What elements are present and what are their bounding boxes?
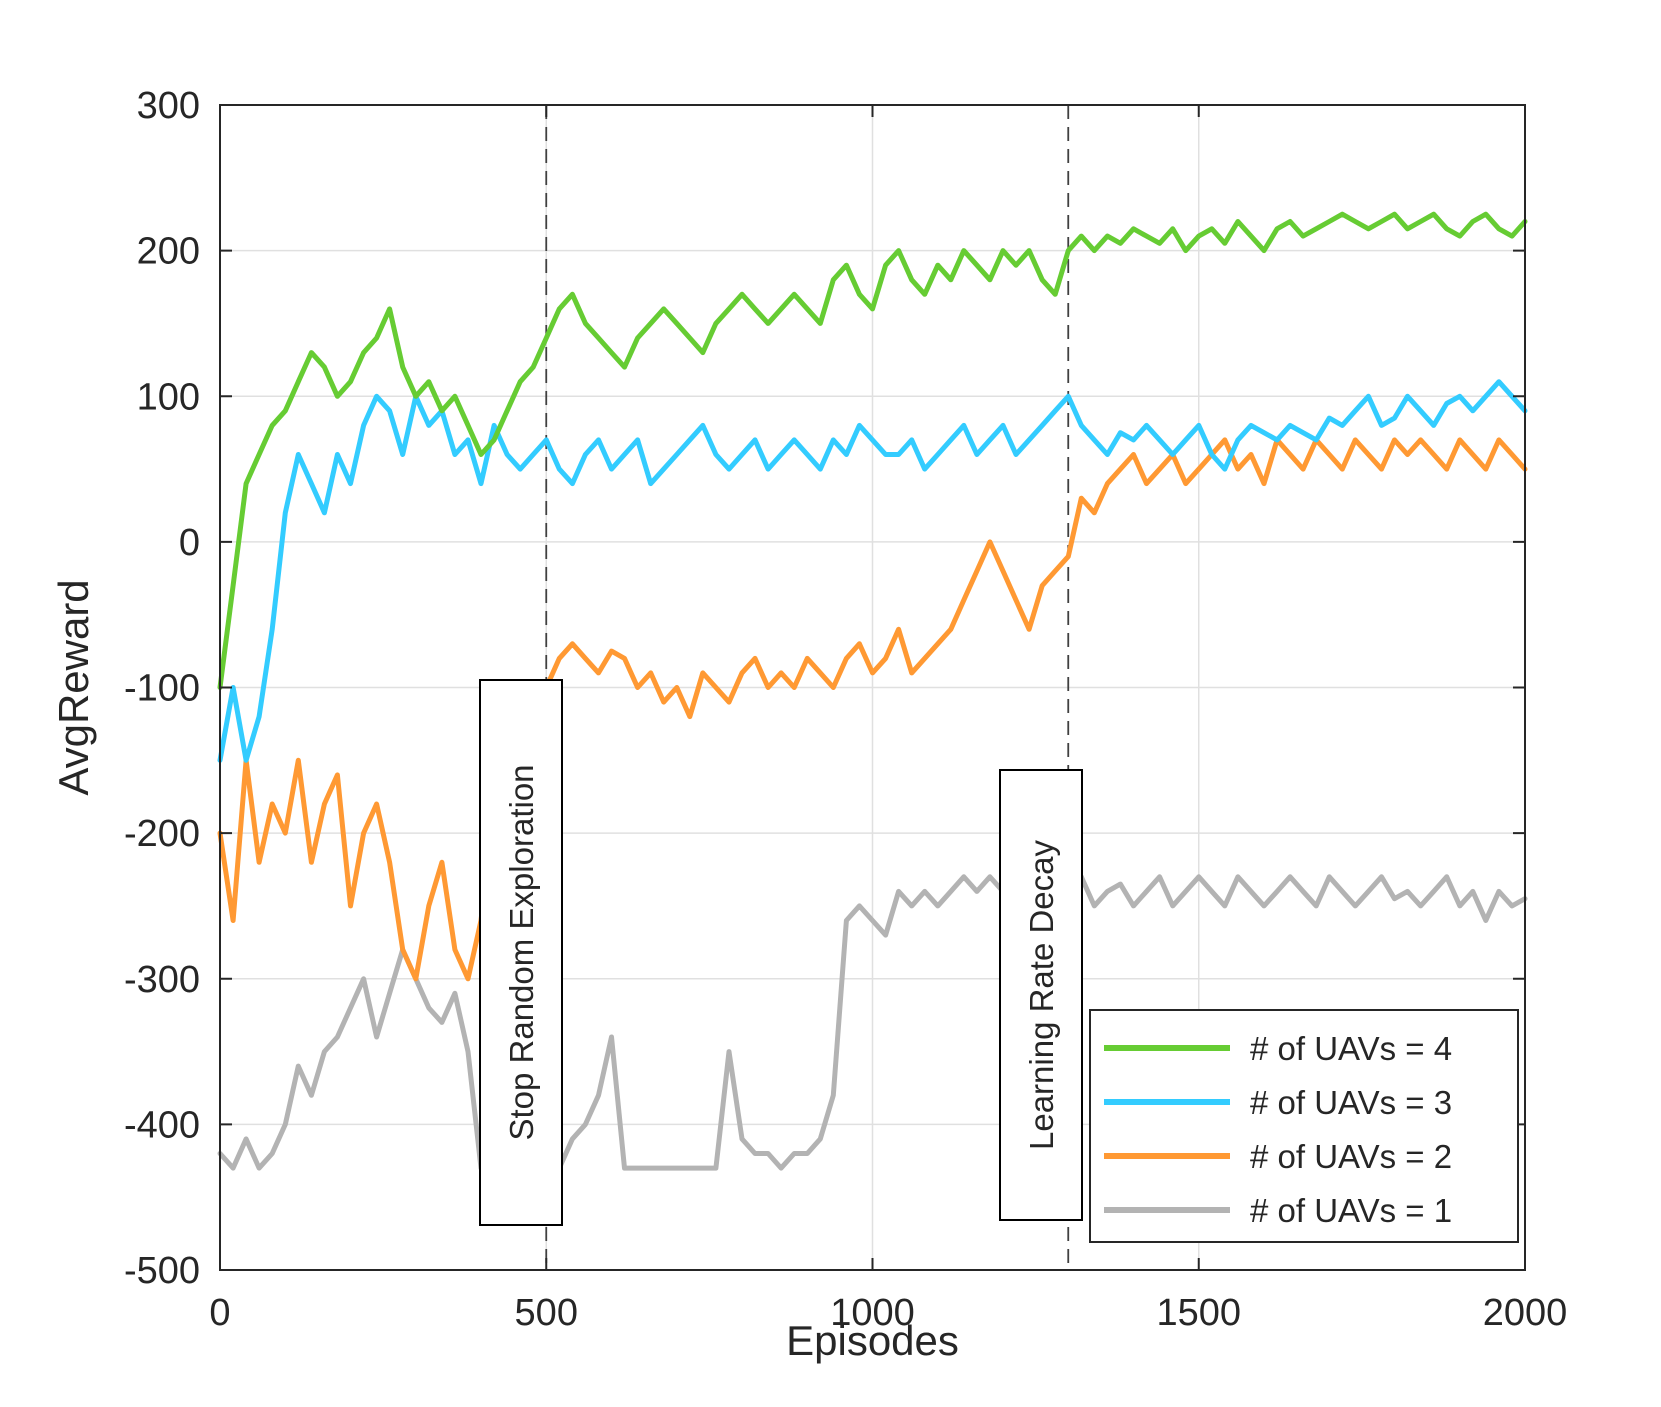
y-tick-label: 0 bbox=[179, 522, 200, 564]
x-axis-title: Episodes bbox=[786, 1317, 959, 1364]
annotation-boxes: Stop Random Exploration Learning Rate Dec… bbox=[479, 679, 1083, 1226]
series-line-2 bbox=[217, 379, 1528, 763]
legend-label: # of UAVs = 3 bbox=[1250, 1084, 1452, 1121]
axis-ticks: 0 500 1000 1500 2000 -500 -400 -300 -200 -100 0 100… bbox=[124, 85, 1567, 1334]
annotation-label: Stop Random Exploration bbox=[503, 764, 540, 1140]
annotation-box bbox=[479, 679, 563, 1226]
legend-label: # of UAVs = 2 bbox=[1250, 1138, 1452, 1175]
x-tick-label: 1000 bbox=[830, 1292, 915, 1334]
y-tick-label: -300 bbox=[124, 959, 200, 1001]
annotation-box bbox=[999, 769, 1083, 1221]
y-tick-label: 100 bbox=[137, 376, 200, 418]
y-tick-label: 300 bbox=[137, 85, 200, 127]
annotation-label: Learning Rate Decay bbox=[1023, 839, 1060, 1150]
legend: # of UAVs = 4 # of UAVs = 3 # of UAVs = 2 #… bbox=[1089, 1009, 1519, 1243]
series-lines bbox=[217, 211, 1528, 1171]
series-line-3 bbox=[217, 437, 1528, 982]
y-tick-label: -500 bbox=[124, 1250, 200, 1292]
x-tick-label: 0 bbox=[209, 1292, 230, 1334]
x-tick-label: 500 bbox=[515, 1292, 578, 1334]
y-tick-label: -400 bbox=[124, 1104, 200, 1146]
y-tick-label: -200 bbox=[124, 813, 200, 855]
series-line-1 bbox=[217, 211, 1528, 690]
legend-label: # of UAVs = 4 bbox=[1250, 1030, 1452, 1067]
x-tick-label: 1500 bbox=[1156, 1292, 1241, 1334]
y-tick-label: 200 bbox=[137, 231, 200, 273]
legend-label: # of UAVs = 1 bbox=[1250, 1192, 1452, 1229]
x-tick-label: 2000 bbox=[1483, 1292, 1568, 1334]
series-line-4 bbox=[217, 874, 1528, 1171]
y-tick-label: -100 bbox=[124, 668, 200, 710]
y-axis-title: AvgReward bbox=[50, 579, 97, 795]
